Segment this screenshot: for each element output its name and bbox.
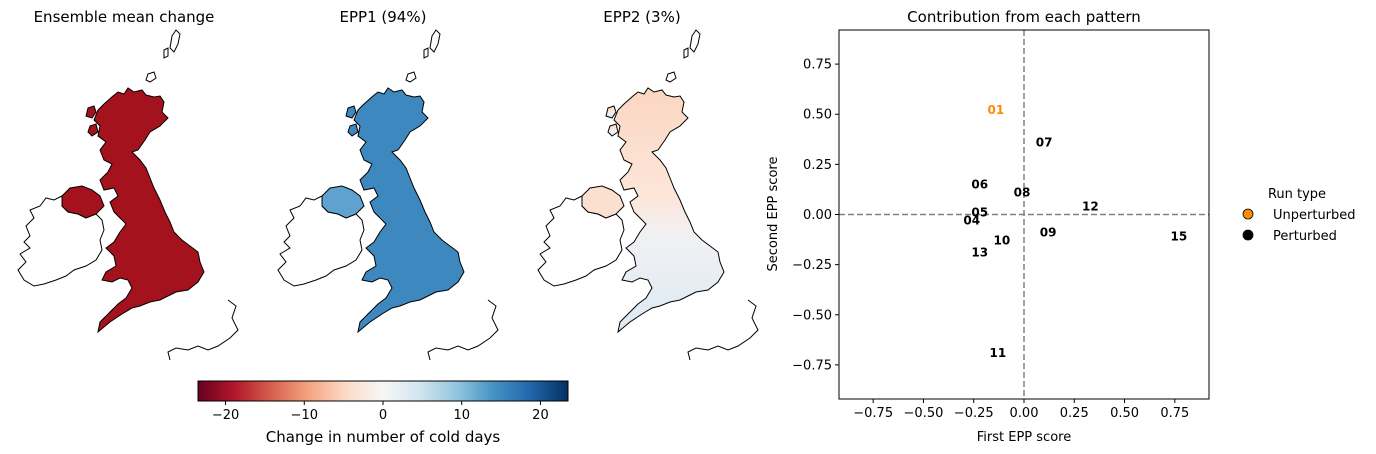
great-britain-map (17, 29, 239, 361)
data-point-label: 07 (1036, 135, 1053, 149)
y-tick-label: −0.75 (792, 358, 832, 373)
x-tick-label: −0.25 (954, 406, 994, 421)
x-tick-label: −0.75 (853, 406, 893, 421)
y-axis-label: Second EPP score (766, 157, 781, 272)
colorbar-gradient (197, 380, 569, 402)
x-tick-label: −0.50 (904, 406, 944, 421)
colorbar-tick-label: 0 (379, 408, 387, 423)
map-title-epp1: EPP1 (94%) (340, 8, 427, 26)
data-point-label: 12 (1082, 199, 1099, 213)
colorbar-tick-label: 10 (453, 408, 470, 423)
map-panel-epp2: EPP2 (3%) (537, 8, 759, 361)
scatter-title: Contribution from each pattern (907, 8, 1141, 26)
y-tick-label: −0.50 (792, 308, 832, 323)
map-panel-epp1: EPP1 (94%) (277, 8, 499, 361)
x-tick-label: 0.25 (1060, 406, 1089, 421)
y-tick-label: 0.75 (803, 58, 832, 73)
map-title-epp2: EPP2 (3%) (603, 8, 680, 26)
map-panel-ensemble-mean: Ensemble mean change (17, 8, 239, 361)
x-tick-label: 0.50 (1110, 406, 1139, 421)
x-axis-label: First EPP score (977, 430, 1071, 445)
data-point-label: 01 (987, 103, 1004, 117)
legend-marker (1242, 229, 1254, 241)
gb-landmass (85, 87, 205, 333)
data-point-label: 04 (963, 214, 980, 228)
y-tick-label: 0.00 (803, 208, 832, 223)
data-point-label: 05 (971, 205, 988, 219)
legend-marker (1242, 208, 1254, 220)
y-tick-label: 0.25 (803, 158, 832, 173)
great-britain-map-epp1 (277, 29, 499, 361)
data-point-label: 11 (990, 346, 1007, 360)
colorbar-tick-label: 20 (532, 408, 549, 423)
data-point-label: 06 (971, 177, 988, 191)
scatter-plot: Contribution from each pattern −0.75 −0.5… (766, 8, 1210, 445)
y-tick-label: 0.50 (803, 108, 832, 123)
legend-entry-label: Unperturbed (1273, 208, 1356, 223)
x-tick-label: 0.00 (1010, 406, 1039, 421)
legend-entry-label: Perturbed (1273, 229, 1337, 244)
data-point-label: 08 (1014, 185, 1031, 199)
data-point-label: 09 (1040, 226, 1057, 240)
y-tick-label: −0.25 (792, 258, 832, 273)
colorbar-tick-label: −20 (212, 408, 239, 423)
colorbar-label: Change in number of cold days (266, 428, 501, 446)
colorbar: −20 −10 0 10 20 Change in number of cold day… (197, 380, 569, 446)
colorbar-tick-label: −10 (291, 408, 318, 423)
data-point-label: 15 (1170, 230, 1187, 244)
x-tick-label: 0.75 (1160, 406, 1189, 421)
map-title-ensemble-mean: Ensemble mean change (34, 8, 215, 26)
legend-title: Run type (1268, 187, 1326, 202)
great-britain-map-epp2 (537, 29, 759, 361)
data-point-label: 10 (994, 234, 1011, 248)
data-point-label: 13 (971, 246, 988, 260)
legend: Run type Unperturbed Perturbed (1242, 187, 1356, 244)
gb-landmass-epp2 (605, 87, 725, 333)
gb-landmass-epp1 (345, 87, 465, 333)
